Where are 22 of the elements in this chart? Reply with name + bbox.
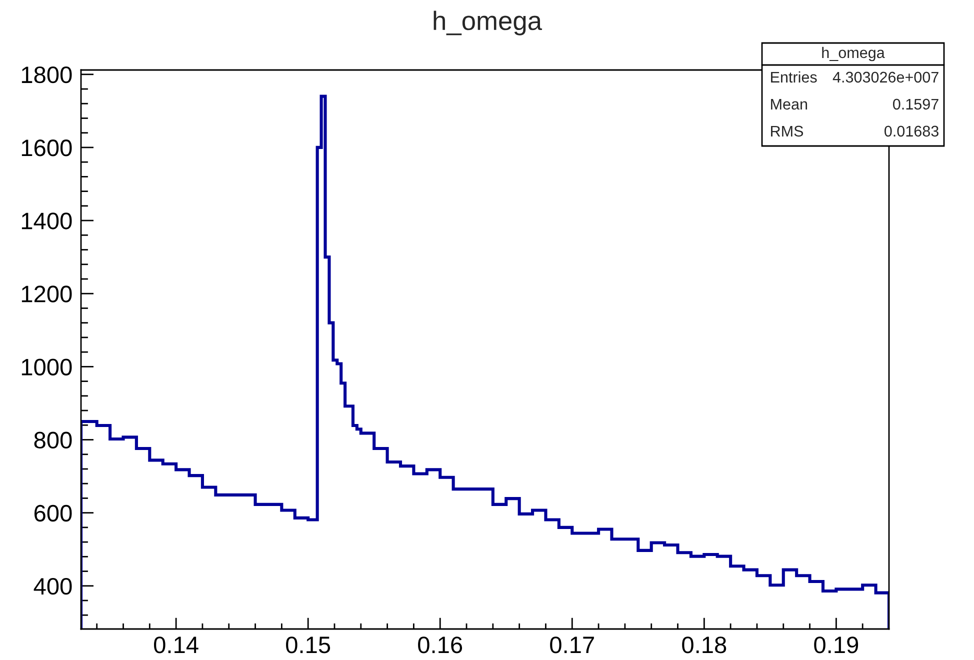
y-tick-label: 1800: [22, 66, 72, 84]
y-tick-label: 800: [34, 432, 72, 449]
x-tick-label: 0.14: [154, 636, 198, 654]
text: h_omega: [822, 46, 885, 62]
x-tick-label: 0.18: [682, 636, 726, 654]
x-tick-label: 0.15: [286, 636, 330, 654]
annotation: 4.303026e+007: [832, 72, 938, 83]
x-tick-label: 0.16: [418, 636, 462, 654]
x-tick-label: 0.17: [550, 636, 594, 654]
y-tick-label: 1600: [22, 140, 72, 156]
text: 0.1597: [893, 98, 938, 110]
annotation: RMS: [771, 126, 804, 137]
y-tick-label: 600: [34, 504, 72, 522]
x-tick-label: 0.19: [814, 636, 858, 654]
y-tick-label: 1400: [22, 212, 72, 230]
annotation: Mean: [771, 98, 808, 110]
annotation: 0.01683: [884, 126, 938, 137]
y-tick-label: 1200: [22, 286, 72, 302]
y-tick-label: 400: [34, 578, 72, 595]
chart-title: h_omega: [434, 10, 542, 36]
annotation: Entries: [771, 71, 817, 83]
y-tick-label: 1000: [22, 358, 72, 376]
